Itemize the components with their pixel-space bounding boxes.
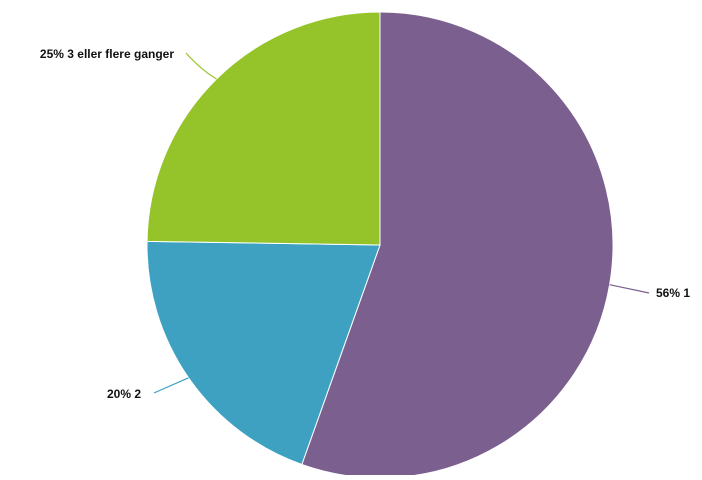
slice-label-1: 56% 1 — [656, 286, 690, 300]
leader-line-2 — [153, 377, 189, 394]
pie-slice-2 — [146, 240, 381, 466]
leader-line-1 — [609, 284, 650, 294]
slice-label-2: 20% 2 — [107, 387, 141, 401]
leader-line-3 — [185, 52, 217, 80]
slice-label-3: 25% 3 eller flere ganger — [40, 47, 174, 61]
pie-slice-3 — [146, 11, 381, 246]
